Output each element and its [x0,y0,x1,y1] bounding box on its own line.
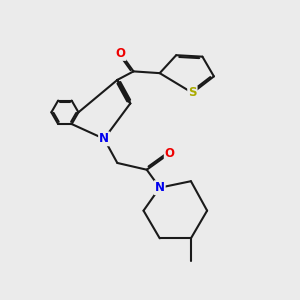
Text: N: N [155,181,165,194]
Text: N: N [99,132,109,145]
Text: S: S [188,86,197,99]
Text: O: O [116,47,126,60]
Text: O: O [165,147,175,160]
